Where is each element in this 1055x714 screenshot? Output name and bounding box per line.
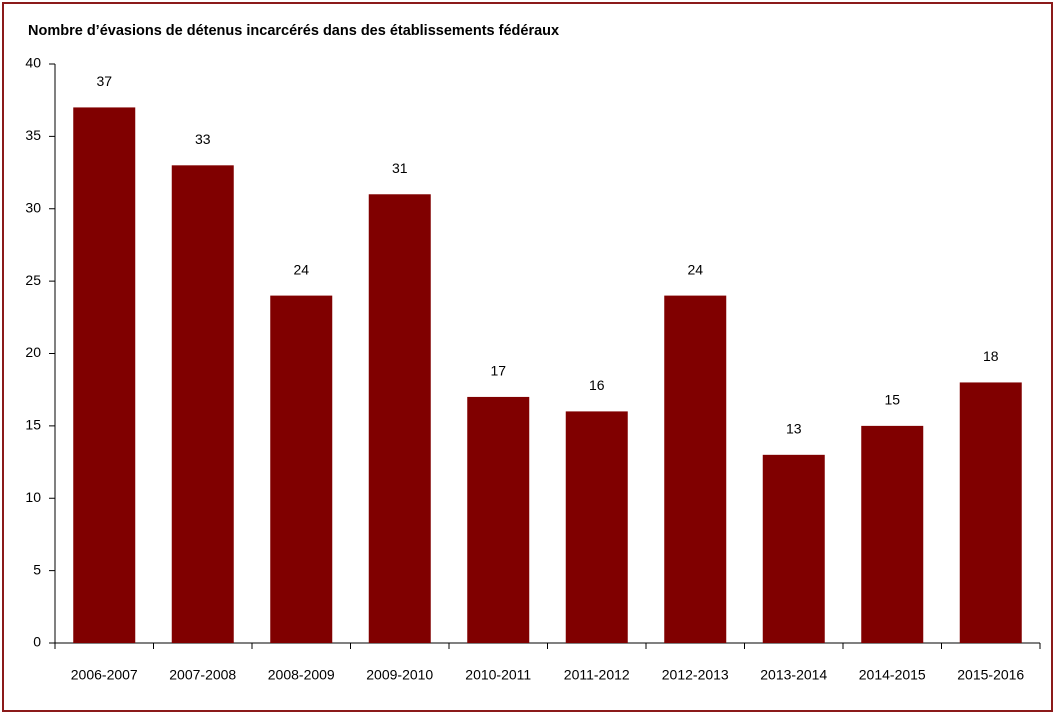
bar — [762, 454, 825, 643]
y-tick-label: 10 — [25, 489, 41, 505]
data-label: 15 — [884, 392, 900, 408]
y-tick-label: 40 — [25, 55, 41, 71]
x-tick-label: 2007-2008 — [169, 667, 236, 683]
bar — [959, 382, 1022, 643]
data-label: 24 — [293, 261, 309, 277]
x-tick-label: 2009-2010 — [366, 667, 433, 683]
data-label: 13 — [786, 421, 802, 437]
chart-title: Nombre d’évasions de détenus incarcérés … — [28, 23, 559, 39]
bar — [270, 295, 333, 643]
x-tick-label: 2010-2011 — [465, 667, 531, 683]
y-tick-label: 20 — [25, 344, 41, 360]
x-tick-label: 2006-2007 — [71, 667, 138, 683]
data-label: 16 — [589, 377, 605, 393]
data-label: 33 — [195, 131, 211, 147]
x-tick-label: 2014-2015 — [859, 667, 926, 683]
bar — [861, 425, 924, 643]
bar — [171, 165, 234, 643]
x-tick-label: 2011-2012 — [564, 667, 630, 683]
data-label: 24 — [687, 261, 703, 277]
data-label: 17 — [490, 363, 506, 379]
y-tick-label: 30 — [25, 199, 41, 215]
y-tick-label: 5 — [33, 561, 41, 577]
x-tick-label: 2008-2009 — [268, 667, 335, 683]
x-tick-label: 2012-2013 — [662, 667, 729, 683]
bar — [664, 295, 727, 643]
bar — [565, 411, 628, 643]
bar — [73, 107, 136, 644]
data-label: 31 — [392, 160, 408, 176]
bar — [368, 194, 431, 643]
y-tick-label: 25 — [25, 272, 41, 288]
x-tick-label: 2015-2016 — [957, 667, 1024, 683]
y-tick-label: 0 — [33, 634, 41, 650]
y-tick-label: 15 — [25, 417, 41, 433]
data-label: 18 — [983, 348, 999, 364]
data-label: 37 — [96, 73, 112, 89]
x-tick-label: 2013-2014 — [760, 667, 827, 683]
bar — [467, 396, 530, 643]
y-tick-label: 35 — [25, 127, 41, 143]
